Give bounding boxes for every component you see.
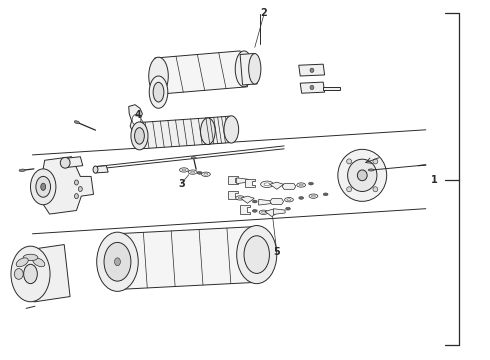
Ellipse shape <box>74 121 79 124</box>
Ellipse shape <box>299 197 304 199</box>
Ellipse shape <box>188 170 197 174</box>
Polygon shape <box>259 199 270 205</box>
Ellipse shape <box>347 159 352 164</box>
Ellipse shape <box>299 184 303 186</box>
Ellipse shape <box>74 180 78 185</box>
Polygon shape <box>240 205 250 214</box>
Ellipse shape <box>285 198 294 202</box>
Polygon shape <box>228 176 238 184</box>
Ellipse shape <box>131 122 148 150</box>
Polygon shape <box>270 182 284 189</box>
Polygon shape <box>95 166 108 173</box>
Ellipse shape <box>30 169 56 205</box>
Ellipse shape <box>262 211 266 213</box>
Ellipse shape <box>347 187 352 192</box>
Ellipse shape <box>33 258 45 267</box>
Ellipse shape <box>11 246 50 302</box>
Polygon shape <box>265 210 279 217</box>
Ellipse shape <box>149 76 168 108</box>
Ellipse shape <box>23 254 38 261</box>
Ellipse shape <box>357 170 367 181</box>
Polygon shape <box>41 157 94 214</box>
Ellipse shape <box>244 236 270 273</box>
Ellipse shape <box>236 196 245 200</box>
Ellipse shape <box>179 168 188 172</box>
Ellipse shape <box>36 176 50 197</box>
Ellipse shape <box>347 159 377 192</box>
Ellipse shape <box>14 269 23 279</box>
Text: 3: 3 <box>178 179 185 189</box>
Ellipse shape <box>74 194 78 199</box>
Ellipse shape <box>312 195 316 197</box>
Ellipse shape <box>309 194 318 198</box>
Polygon shape <box>241 196 254 203</box>
Polygon shape <box>27 244 70 302</box>
Ellipse shape <box>338 149 387 201</box>
Ellipse shape <box>97 232 138 291</box>
Ellipse shape <box>261 181 273 188</box>
Ellipse shape <box>309 182 314 185</box>
Polygon shape <box>273 209 285 215</box>
Ellipse shape <box>201 172 210 176</box>
Ellipse shape <box>287 199 291 201</box>
Ellipse shape <box>373 159 378 164</box>
Polygon shape <box>300 82 325 93</box>
Text: 4: 4 <box>135 111 142 121</box>
Polygon shape <box>270 199 284 204</box>
Ellipse shape <box>19 169 25 172</box>
Polygon shape <box>129 105 143 134</box>
Ellipse shape <box>135 128 145 144</box>
Polygon shape <box>228 191 238 199</box>
Polygon shape <box>282 184 296 189</box>
Ellipse shape <box>237 226 277 284</box>
Text: 2: 2 <box>260 8 267 18</box>
Ellipse shape <box>104 242 131 281</box>
Ellipse shape <box>60 157 70 168</box>
Ellipse shape <box>264 183 270 186</box>
Ellipse shape <box>373 187 378 192</box>
Ellipse shape <box>235 51 253 87</box>
Ellipse shape <box>153 82 164 102</box>
Ellipse shape <box>286 207 291 210</box>
Ellipse shape <box>204 174 208 175</box>
Ellipse shape <box>24 264 37 284</box>
Polygon shape <box>240 53 257 85</box>
Ellipse shape <box>78 186 82 192</box>
Ellipse shape <box>132 114 141 125</box>
Ellipse shape <box>368 169 374 171</box>
Text: 5: 5 <box>273 247 280 257</box>
Ellipse shape <box>248 54 261 84</box>
Ellipse shape <box>93 166 98 173</box>
Polygon shape <box>155 51 247 94</box>
Ellipse shape <box>16 258 28 267</box>
Polygon shape <box>138 118 210 149</box>
Ellipse shape <box>297 183 306 187</box>
Polygon shape <box>237 178 248 184</box>
Ellipse shape <box>149 57 168 95</box>
Ellipse shape <box>259 210 268 215</box>
Ellipse shape <box>252 200 257 203</box>
Ellipse shape <box>224 116 239 143</box>
Ellipse shape <box>41 183 46 190</box>
Polygon shape <box>206 116 233 144</box>
Ellipse shape <box>200 118 215 144</box>
Ellipse shape <box>191 157 196 159</box>
Text: 1: 1 <box>431 175 438 185</box>
Ellipse shape <box>191 171 195 173</box>
Ellipse shape <box>323 193 328 196</box>
Polygon shape <box>323 87 340 90</box>
Ellipse shape <box>197 171 202 174</box>
Polygon shape <box>116 226 259 289</box>
Ellipse shape <box>182 169 186 171</box>
Ellipse shape <box>252 210 257 212</box>
Ellipse shape <box>115 258 121 266</box>
Ellipse shape <box>238 197 242 199</box>
Polygon shape <box>299 64 325 76</box>
Polygon shape <box>64 157 83 167</box>
Ellipse shape <box>310 68 314 72</box>
Polygon shape <box>245 179 255 187</box>
Ellipse shape <box>310 85 314 90</box>
